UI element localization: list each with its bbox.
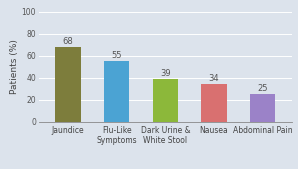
- Y-axis label: Patients (%): Patients (%): [10, 39, 19, 94]
- Bar: [250, 94, 275, 122]
- Bar: [104, 61, 129, 122]
- Text: 34: 34: [209, 74, 219, 83]
- Bar: [55, 47, 81, 122]
- Text: 25: 25: [257, 84, 268, 93]
- Text: 68: 68: [63, 37, 73, 46]
- Text: 39: 39: [160, 69, 171, 78]
- Bar: [201, 84, 227, 122]
- Bar: [153, 79, 178, 122]
- Text: 55: 55: [111, 51, 122, 60]
